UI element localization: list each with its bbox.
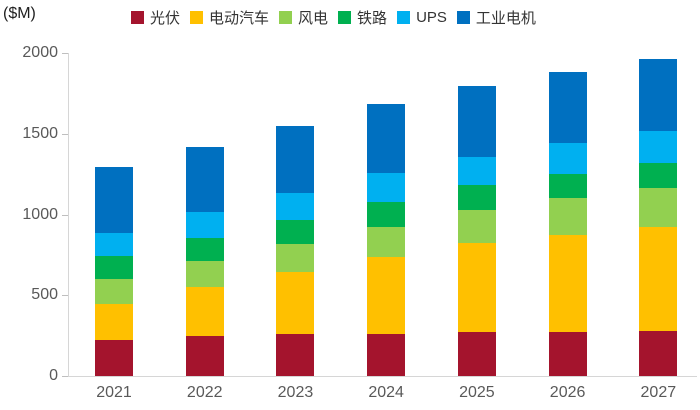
y-axis-tick-label: 1000 (22, 205, 58, 223)
bar-segment-风电 (276, 243, 315, 272)
bar-segment-工业电机 (276, 126, 315, 194)
bar-segment-电动汽车 (639, 227, 678, 331)
bar-segment-电动汽车 (95, 303, 133, 341)
legend-item: 光伏 (131, 7, 180, 28)
legend-label: 光伏 (150, 10, 181, 27)
legend-item: UPS (397, 9, 447, 26)
legend-swatch-icon (397, 11, 411, 24)
x-axis-tick-label: 2024 (368, 384, 404, 401)
bar-segment-工业电机 (457, 86, 496, 157)
bar-segment-工业电机 (639, 59, 678, 131)
bar-segment-铁路 (457, 185, 496, 211)
y-axis-tick-label: 1500 (22, 124, 58, 142)
y-axis-line (68, 53, 69, 377)
legend-swatch-icon (338, 11, 352, 24)
bar-segment-铁路 (367, 201, 406, 227)
bar-segment-风电 (185, 260, 224, 288)
bar-segment-工业电机 (367, 104, 406, 173)
bar-segment-风电 (95, 278, 133, 304)
bar-segment-光伏 (457, 332, 496, 376)
y-axis-tick-label: 0 (49, 367, 58, 384)
bar-segment-UPS (185, 212, 224, 238)
bar-segment-铁路 (548, 174, 587, 198)
legend-swatch-icon (456, 11, 470, 24)
legend-swatch-icon (190, 11, 204, 24)
bar-segment-光伏 (548, 331, 587, 376)
bar-segment-电动汽车 (367, 256, 406, 334)
x-axis-tick-label: 2027 (640, 384, 677, 401)
x-axis-line (62, 376, 697, 377)
bar-segment-电动汽车 (276, 271, 315, 334)
legend-swatch-icon (279, 11, 293, 24)
bar-segment-电动汽车 (457, 243, 496, 333)
bar-segment-风电 (367, 226, 406, 257)
y-axis-tick (62, 214, 68, 216)
y-axis-unit-label: ($M) (3, 5, 36, 22)
legend-label: 风电 (298, 10, 329, 27)
chart-legend: 光伏 电动汽车 风电 铁路 UPS 工业电机 (131, 7, 536, 28)
y-axis-tick (62, 295, 68, 297)
bar-segment-风电 (548, 197, 587, 235)
bar-segment-光伏 (276, 334, 315, 376)
bar-segment-铁路 (95, 256, 133, 279)
y-axis-tick-label: 500 (31, 286, 58, 304)
bar-segment-铁路 (639, 162, 678, 189)
bar-segment-光伏 (639, 330, 678, 376)
bar-segment-电动汽车 (185, 287, 224, 336)
bar-segment-工业电机 (95, 167, 133, 233)
legend-item: 工业电机 (456, 7, 536, 28)
bar-segment-铁路 (276, 219, 315, 244)
bar-segment-UPS (457, 157, 496, 186)
legend-label: UPS (416, 9, 447, 26)
legend-swatch-icon (131, 11, 144, 24)
bar-segment-风电 (457, 210, 496, 244)
legend-item: 电动汽车 (190, 7, 269, 28)
y-axis-tick-label: 2000 (22, 44, 58, 61)
bar-segment-光伏 (367, 333, 406, 376)
bar-segment-UPS (367, 172, 406, 202)
bar-segment-工业电机 (548, 72, 587, 144)
bar-segment-UPS (95, 232, 133, 256)
x-axis-tick-label: 2025 (459, 384, 495, 401)
x-axis-tick-label: 2023 (277, 384, 314, 401)
bar-segment-工业电机 (185, 146, 224, 213)
y-axis-tick (62, 53, 68, 54)
x-axis-tick-label: 2026 (549, 384, 586, 401)
legend-label: 铁路 (357, 10, 388, 27)
bar-segment-UPS (639, 131, 678, 163)
legend-item: 风电 (279, 7, 328, 28)
x-axis-tick-label: 2022 (186, 384, 223, 401)
y-axis-tick (62, 133, 68, 135)
y-axis-tick (62, 376, 68, 377)
bar-segment-风电 (639, 188, 678, 228)
bar-segment-UPS (548, 143, 587, 175)
bar-segment-光伏 (185, 335, 224, 376)
legend-label: 电动汽车 (209, 10, 270, 27)
bar-segment-铁路 (185, 237, 224, 261)
x-axis-tick-label: 2021 (96, 384, 132, 401)
legend-item: 铁路 (338, 7, 387, 28)
bar-segment-光伏 (95, 340, 133, 376)
legend-label: 工业电机 (475, 10, 536, 27)
bar-segment-UPS (276, 193, 315, 220)
bar-segment-电动汽车 (548, 234, 587, 332)
